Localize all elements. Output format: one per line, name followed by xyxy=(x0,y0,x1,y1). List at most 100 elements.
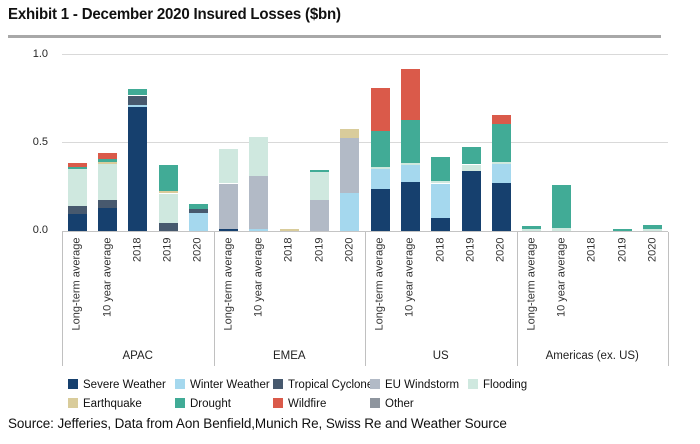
legend-swatch xyxy=(68,379,78,389)
bar-segment xyxy=(340,193,360,231)
legend-label: Severe Weather xyxy=(83,379,166,391)
legend-label: Winter Weather xyxy=(190,379,270,391)
bar-segment xyxy=(98,199,117,209)
bar-segment xyxy=(128,106,148,231)
x-axis-line xyxy=(62,231,668,232)
legend-swatch xyxy=(273,398,283,408)
legend-item: Tropical Cyclone xyxy=(273,379,373,391)
bar-segment xyxy=(98,152,117,159)
bar-segment xyxy=(67,169,87,207)
bar-segment xyxy=(491,164,511,183)
group-separator xyxy=(214,232,215,366)
group-separator xyxy=(62,232,63,366)
y-tick-label: 0.0 xyxy=(32,224,48,236)
legend-label: EU Windstorm xyxy=(385,379,460,391)
bar-segment xyxy=(249,229,269,231)
bar-segment xyxy=(370,166,390,169)
bar-segment xyxy=(643,224,663,230)
bar-segment xyxy=(158,222,178,231)
bar-segment xyxy=(188,208,208,214)
bar-segment xyxy=(219,149,239,184)
legend-swatch xyxy=(273,379,283,389)
bar-segment xyxy=(400,69,420,121)
bar-segment xyxy=(67,206,87,215)
bar-segment xyxy=(370,130,390,167)
bar-segment xyxy=(522,229,542,231)
bar-segment xyxy=(98,208,117,231)
bar-segment xyxy=(310,170,329,173)
bar-segment xyxy=(431,156,451,182)
bar-segment xyxy=(310,200,329,231)
legend-swatch xyxy=(68,398,78,408)
bar-segment xyxy=(188,204,208,209)
bar-segment xyxy=(158,191,178,194)
bar-segment xyxy=(249,176,269,230)
legend-item: Earthquake xyxy=(68,398,142,410)
bar-segment xyxy=(370,88,390,131)
legend-item: Flooding xyxy=(468,379,527,391)
bar-segment xyxy=(370,188,390,231)
legend-swatch xyxy=(468,379,478,389)
bar-segment xyxy=(461,164,481,172)
bar-segment xyxy=(431,217,451,231)
legend-item: Wildfire xyxy=(273,398,326,410)
bar-segment xyxy=(67,166,87,170)
gridline-0.5 xyxy=(62,142,668,143)
group-label: Americas (ex. US) xyxy=(545,350,639,362)
y-tick-label: 0.5 xyxy=(32,136,48,148)
bar-segment xyxy=(491,182,511,231)
group-separator xyxy=(365,232,366,366)
bar-segment xyxy=(158,165,178,192)
legend-label: Earthquake xyxy=(83,398,142,410)
group-label: APAC xyxy=(122,350,153,362)
legend-label: Tropical Cyclone xyxy=(288,379,374,391)
bar-segment xyxy=(158,193,178,223)
group-label: EMEA xyxy=(272,350,306,362)
legend-label: Wildfire xyxy=(288,398,327,410)
bar-segment xyxy=(461,146,481,165)
bar-segment xyxy=(431,183,451,218)
legend-label: Flooding xyxy=(483,379,528,391)
gridline-1.0 xyxy=(62,54,668,55)
bar-segment xyxy=(370,168,390,189)
bar-segment xyxy=(67,214,87,231)
bar-segment xyxy=(340,137,360,194)
group-separator xyxy=(517,232,518,366)
chart-title: Exhibit 1 - December 2020 Insured Losses… xyxy=(8,6,341,23)
legend-label: Drought xyxy=(190,398,231,410)
bar-segment xyxy=(613,229,632,231)
bar-segment xyxy=(128,95,148,106)
legend-swatch xyxy=(370,398,380,408)
legend-label: Other xyxy=(385,398,414,410)
bar-segment xyxy=(491,115,511,124)
bar-segment xyxy=(400,165,420,182)
bar-segment xyxy=(98,161,117,164)
group-separator xyxy=(668,232,669,366)
bar-segment xyxy=(249,136,269,177)
group-label: US xyxy=(432,350,449,362)
legend-swatch xyxy=(175,379,185,389)
bar-segment xyxy=(522,225,542,230)
bar-segment xyxy=(67,163,87,167)
legend-item: Other xyxy=(370,398,414,410)
bar-segment xyxy=(219,229,239,231)
y-tick-label: 1.0 xyxy=(32,48,48,60)
bar-segment xyxy=(643,229,663,231)
bar-segment xyxy=(188,213,208,231)
bar-segment xyxy=(400,181,420,231)
title-underline xyxy=(8,35,661,38)
legend-item: Severe Weather xyxy=(68,379,166,391)
bar-segment xyxy=(219,183,239,230)
legend-item: EU Windstorm xyxy=(370,379,459,391)
bar-segment xyxy=(279,229,299,231)
bar-segment xyxy=(461,171,481,231)
bar-segment xyxy=(98,158,117,162)
bar-segment xyxy=(310,172,329,201)
legend-item: Winter Weather xyxy=(175,379,270,391)
bar-segment xyxy=(340,128,360,138)
bar-segment xyxy=(400,120,420,164)
